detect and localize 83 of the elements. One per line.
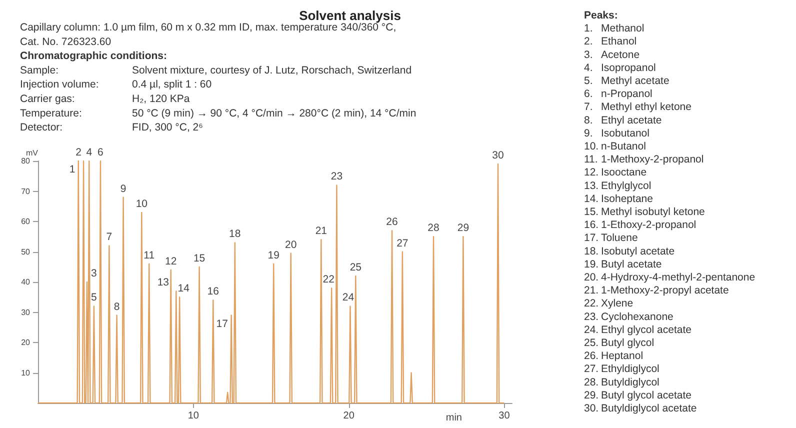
annotation: 14 [178, 282, 190, 295]
text: 28. Butyldiglycol [584, 376, 660, 388]
x-tick-label: 20 [343, 410, 355, 422]
annotation: 8 [114, 300, 120, 313]
text: 13. Ethylglycol [584, 180, 652, 192]
annotation: 18 [229, 228, 241, 240]
y-tick-label: 20 [21, 338, 31, 347]
text: 8. Ethyl acetate [584, 114, 662, 126]
x-tick-label: 30 [498, 410, 510, 422]
x-tick-label: 10 [188, 410, 200, 422]
text: Sample: Solvent mixture, courtesy of J. Lutz, Rorschach, Switzerland [20, 64, 412, 76]
annotation: 17 [216, 318, 228, 330]
annotation: 26 [386, 216, 398, 228]
y-tick-label: 70 [21, 186, 31, 196]
text: 15. Methyl isobutyl ketone [584, 206, 706, 218]
annotation: 15 [193, 252, 206, 264]
text: 14. Isoheptane [584, 192, 654, 205]
text: Capillary column: 1.0 µm film, 60 m x 0.32 mm ID, max. temperature 340/360 °C, [20, 22, 396, 34]
annotation: 4 [86, 146, 92, 158]
text: 12. Isooctane [584, 166, 647, 179]
y-tick-label: 30 [21, 308, 31, 317]
annotation: 10 [136, 198, 148, 210]
text: 21. 1-Methoxy-2-propyl acetate [584, 284, 729, 297]
text: 23. Cyclohexanone [584, 310, 674, 323]
text: 18. Isobutyl acetate [584, 245, 675, 258]
text: 10. n-Butanol [584, 140, 646, 152]
text: 16. 1-Ethoxy-2-propanol [584, 219, 696, 232]
y-tick-label: 50 [21, 247, 31, 256]
text: 2. Ethanol [584, 36, 637, 48]
annotation: 19 [268, 249, 280, 262]
text: 17. Toluene [584, 232, 638, 244]
annotation: 20 [285, 238, 297, 251]
annotation: 16 [207, 286, 220, 298]
text: Temperature: 50 °C (9 min) → 90 °C, 4 °C/min → 280°C (2 min), 14 °C/min [20, 107, 416, 120]
y-tick-label: 10 [21, 368, 31, 378]
text: 27. Ethyldiglycol [584, 363, 660, 376]
x-axis-title: min [446, 412, 462, 424]
annotation: 30 [492, 150, 504, 162]
annotation: 22 [322, 274, 335, 286]
annotation: 7 [106, 231, 112, 244]
annotation: 1 [69, 164, 76, 176]
annotation: 21 [315, 225, 328, 238]
annotation: 3 [91, 268, 98, 280]
annotation: 2 [76, 146, 82, 158]
chart-title: Solvent analysis [299, 8, 401, 23]
text: Chromatographic conditions: [20, 50, 167, 62]
text: 30. Butyldiglycol acetate [584, 402, 697, 414]
annotation: 9 [120, 182, 126, 195]
text: 20. 4-Hydroxy-4-methyl-2-pentanone [584, 272, 756, 284]
text: 3. Acetone [584, 48, 640, 61]
annotation: 6 [98, 146, 104, 158]
text: 4. Isopropanol [584, 62, 656, 74]
annotation: 24 [342, 292, 354, 304]
y-tick-label: 80 [21, 156, 31, 166]
annotation: 5 [91, 292, 98, 304]
text: 9. Isobutanol [584, 127, 650, 140]
annotation: 25 [350, 261, 362, 274]
text: 26. Heptanol [584, 350, 644, 362]
text: 1. Methanol [584, 22, 644, 35]
text: Cat. No. 726323.60 [20, 36, 112, 48]
text: 22. Xylene [584, 298, 634, 310]
text: 29. Butyl glycol acetate [584, 389, 692, 402]
annotation: 12 [165, 255, 177, 268]
text: 6. n-Propanol [584, 88, 652, 100]
text: 7. Methyl ethyl ketone [584, 101, 692, 114]
annotation: 11 [144, 249, 155, 262]
text: 25. Butyl glycol [584, 337, 654, 349]
annotation: 28 [428, 222, 440, 234]
y-axis-title: mV [26, 148, 39, 158]
text: 19. Butyl acetate [584, 258, 662, 270]
text: Carrier gas: H₂, 120 KPa [20, 93, 190, 105]
text: 24. Ethyl glycol acetate [584, 324, 692, 336]
text: Detector: FID, 300 °C, 2⁶ [20, 122, 203, 134]
annotation: 23 [330, 170, 343, 183]
text: Peaks: [584, 10, 618, 22]
annotation: 27 [396, 237, 408, 250]
annotation: 13 [157, 276, 170, 289]
text: 5. Methyl acetate [584, 75, 670, 87]
annotation: 29 [457, 222, 470, 234]
y-tick-label: 40 [21, 278, 31, 286]
text: 11. 1-Methoxy-2-propanol [584, 154, 704, 166]
text: Injection volume: 0.4 µl, split 1 : 60 [20, 78, 212, 91]
y-tick-label: 60 [21, 217, 31, 226]
